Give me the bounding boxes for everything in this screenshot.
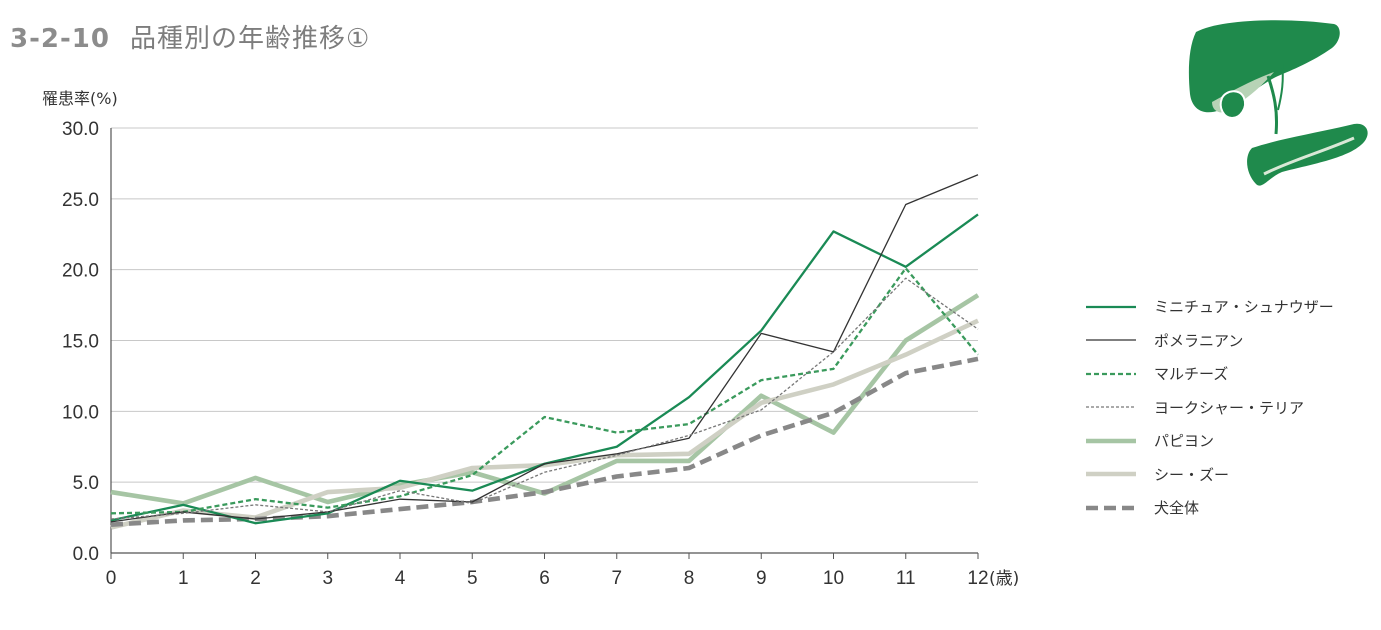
legend-label: シー・ズー [1154,465,1230,484]
legend-swatch [1086,471,1136,477]
series-line-3 [110,277,979,520]
legend-item: マルチーズ [1086,357,1376,391]
legend-swatch [1086,406,1136,408]
x-tick-label: 6 [539,568,550,589]
x-tick-label: 11 [896,568,916,589]
series-line-5 [110,318,979,530]
legend-label: ヨークシャー・テリア [1154,398,1305,417]
x-tick-label: 12 [967,568,988,589]
series-line-2 [110,267,979,515]
x-tick-label: 4 [395,568,406,589]
y-tick-label: 30.0 [62,119,99,140]
y-tick-label: 10.0 [62,402,99,423]
legend-item: 犬全体 [1086,491,1376,525]
chart-legend: ミニチュア・シュナウザー ポメラニアン マルチーズヨークシャー・テリア パピヨンシー・… [1086,290,1376,525]
title-number: 3-2-10 [10,24,110,54]
y-tick-label: 0.0 [73,544,99,565]
legend-item: ポメラニアン [1086,324,1376,358]
y-tick-label: 25.0 [62,190,99,211]
liver-pancreas-icon [1188,20,1368,186]
legend-label: パピヨン [1154,432,1215,451]
x-tick-label: 1 [178,568,189,589]
legend-swatch [1086,438,1136,444]
legend-label: ポメラニアン [1154,331,1244,350]
series-line-1 [110,174,979,523]
x-axis-unit: (歳) [989,569,1019,589]
x-tick-label: 10 [823,568,844,589]
legend-swatch [1086,305,1136,308]
x-tick-label: 7 [611,568,622,589]
x-tick-label: 9 [756,568,767,589]
y-tick-label: 15.0 [62,332,99,353]
legend-item: ミニチュア・シュナウザー [1086,290,1376,324]
x-tick-label: 2 [250,568,261,589]
x-tick-label: 3 [322,568,333,589]
series-line-0 [110,213,979,525]
x-tick-label: 5 [467,568,478,589]
legend-swatch [1086,339,1136,341]
legend-label: 犬全体 [1154,499,1200,518]
legend-item: パピヨン [1086,424,1376,458]
legend-label: マルチーズ [1154,365,1229,384]
y-tick-label: 20.0 [62,261,99,282]
y-tick-label: 5.0 [73,473,99,494]
legend-item: ヨークシャー・テリア [1086,391,1376,425]
title-text: 品種別の年齢推移① [130,24,371,54]
y-axis-label: 罹患率(%) [42,89,118,108]
x-tick-label: 0 [106,568,117,589]
series-line-6 [110,356,979,527]
legend-item: シー・ズー [1086,458,1376,492]
page-title: 3-2-10 品種別の年齢推移① [10,18,370,55]
x-tick-label: 8 [684,568,695,589]
legend-swatch [1086,505,1136,511]
legend-label: ミニチュア・シュナウザー [1154,298,1334,317]
legend-swatch [1086,372,1136,375]
